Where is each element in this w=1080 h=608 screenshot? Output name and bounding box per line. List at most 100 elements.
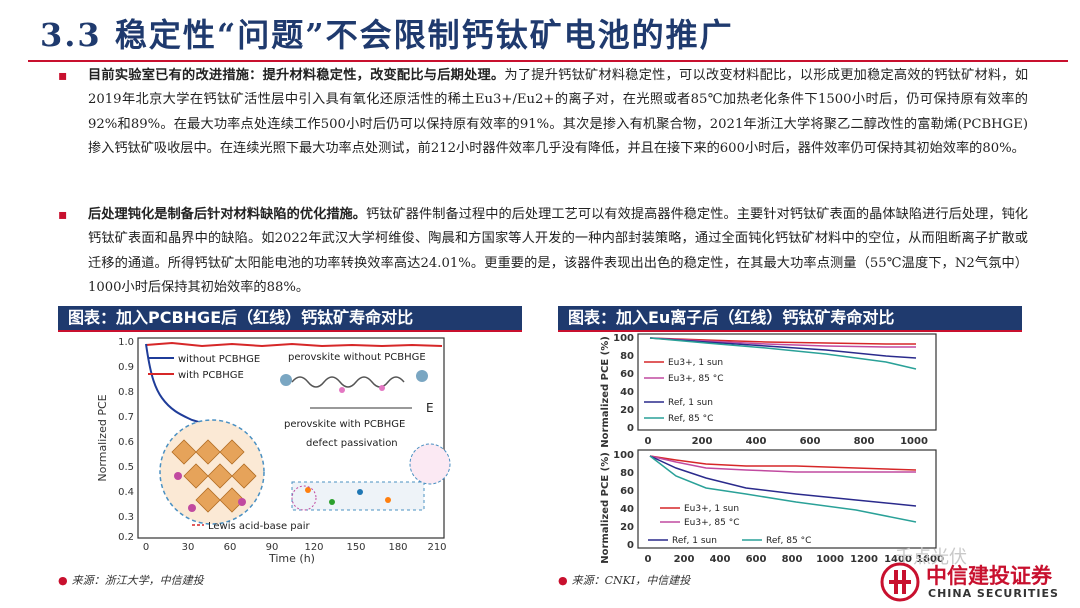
figure-right-source-text: 来源：CNKI，中信建投 bbox=[571, 574, 691, 587]
top-x-tick: 800 bbox=[854, 436, 875, 447]
crystal-lattice-illustration bbox=[159, 419, 265, 525]
top-series-ref-1sun bbox=[649, 337, 917, 359]
paragraph-2-body: 钙钛矿器件制备过程中的后处理工艺可以有效提高器件稳定性。主要针对钙钛矿表面的晶体… bbox=[88, 207, 1028, 296]
bottom-legend-item: Ref, 85 °C bbox=[766, 536, 811, 546]
y-tick: 0.7 bbox=[118, 412, 134, 423]
figure-left-source-text: 来源：浙江大学，中信建投 bbox=[71, 574, 204, 587]
bottom-x-tick: 800 bbox=[782, 554, 803, 565]
figure-right-caption: 图表：加入Eu离子后（红线）钙钛矿寿命对比 bbox=[558, 306, 1022, 330]
bottom-y-tick: 80 bbox=[620, 468, 634, 479]
annotation-lewis: Lewis acid-base pair bbox=[208, 521, 311, 532]
bottom-x-tick: 0 bbox=[645, 554, 652, 565]
top-legend-item: Eu3+, 1 sun bbox=[668, 358, 723, 368]
y-tick: 0.9 bbox=[118, 362, 134, 373]
top-y-tick: 100 bbox=[613, 333, 634, 344]
molecule-chain-illustration bbox=[280, 370, 428, 393]
paragraph-1: 目前实验室已有的改进措施：提升材料稳定性，改变配比与后期处理。为了提升钙钛矿材料… bbox=[88, 64, 1028, 162]
bottom-series-eu-85c bbox=[649, 455, 916, 473]
top-series-eu-1sun bbox=[649, 337, 916, 345]
paragraph-2: 后处理钝化是制备后针对材料缺陷的优化措施。钙钛矿器件制备过程中的后处理工艺可以有… bbox=[88, 203, 1028, 301]
x-tick: 30 bbox=[182, 542, 195, 553]
logo-cn: 中信建投证券 bbox=[926, 564, 1052, 588]
y-tick: 1.0 bbox=[118, 337, 134, 348]
x-tick: 210 bbox=[427, 542, 446, 553]
bottom-x-tick: 200 bbox=[674, 554, 695, 565]
annotation-defect-passivation: defect passivation bbox=[306, 438, 398, 449]
title-bar: 3.3 稳定性“问题”不会限制钙钛矿电池的推广 bbox=[0, 0, 1080, 62]
x-tick: 180 bbox=[388, 542, 407, 553]
figure-right-caption-rule bbox=[558, 330, 1022, 332]
paragraph-2-lead: 后处理钝化是制备后针对材料缺陷的优化措施。 bbox=[88, 207, 367, 222]
bottom-legend-item: Eu3+, 1 sun bbox=[684, 504, 739, 514]
bullet-icon: ● bbox=[58, 574, 68, 587]
top-y-tick: 40 bbox=[620, 387, 634, 398]
bullet-icon: ▪ bbox=[58, 68, 68, 84]
top-y-axis-label: Normalized PCE (%) bbox=[600, 336, 611, 448]
logo-icon bbox=[880, 562, 920, 602]
top-series-ref-85c bbox=[649, 337, 917, 370]
watermark: 千点光伏 bbox=[895, 547, 967, 568]
y-tick: 0.8 bbox=[118, 387, 134, 398]
top-x-tick: 400 bbox=[746, 436, 767, 447]
series-with-pcbhge bbox=[145, 341, 443, 348]
bullet-icon: ▪ bbox=[58, 207, 68, 223]
title-divider bbox=[28, 60, 1068, 62]
bullet-icon: ● bbox=[558, 574, 568, 587]
bottom-y-tick: 20 bbox=[620, 522, 634, 533]
company-logo: 中信建投证券 CHINA SECURITIES bbox=[880, 560, 1070, 604]
bottom-x-tick: 1600 bbox=[916, 554, 944, 565]
x-tick: 120 bbox=[304, 542, 323, 553]
top-y-tick: 0 bbox=[627, 423, 634, 434]
bottom-y-tick: 100 bbox=[613, 450, 634, 461]
paragraph-1-body: 为了提升钙钛矿材料稳定性，可以改变材料配比，以形成更加稳定高效的钙钛矿材料，如2… bbox=[88, 68, 1029, 157]
y-tick: 0.2 bbox=[118, 532, 134, 543]
y-tick: 0.6 bbox=[118, 437, 134, 448]
bottom-x-tick: 1000 bbox=[816, 554, 844, 565]
top-x-tick: 0 bbox=[645, 436, 652, 447]
paragraph-1-lead: 目前实验室已有的改进措施：提升材料稳定性，改变配比与后期处理。 bbox=[88, 68, 505, 83]
top-y-tick: 80 bbox=[620, 351, 634, 362]
top-x-tick: 600 bbox=[800, 436, 821, 447]
bottom-y-tick: 40 bbox=[620, 504, 634, 515]
y-tick: 0.3 bbox=[118, 512, 134, 523]
x-tick: 150 bbox=[346, 542, 365, 553]
bottom-legend-item: Ref, 1 sun bbox=[672, 536, 717, 546]
top-legend-item: Ref, 85 °C bbox=[668, 414, 713, 424]
figure-right-chart: 100 80 60 40 20 0 0 200 400 600 800 1000… bbox=[600, 333, 944, 565]
x-axis-label: Time (h) bbox=[268, 552, 315, 564]
bottom-series-ref-85c bbox=[649, 455, 917, 523]
bottom-series-eu-1sun bbox=[649, 455, 917, 471]
x-tick: 60 bbox=[224, 542, 237, 553]
figure-left-caption: 图表：加入PCBHGE后（红线）钙钛矿寿命对比 bbox=[58, 306, 522, 330]
y-tick: 0.5 bbox=[118, 462, 134, 473]
top-y-tick: 60 bbox=[620, 369, 634, 380]
top-x-tick: 200 bbox=[692, 436, 713, 447]
bottom-legend-item: Eu3+, 85 °C bbox=[684, 518, 739, 528]
x-tick: 0 bbox=[143, 542, 149, 553]
legend-with: with PCBHGE bbox=[178, 370, 244, 381]
bottom-y-tick: 0 bbox=[627, 540, 634, 551]
figure-left-caption-rule bbox=[58, 330, 522, 332]
series-without-pcbhge bbox=[145, 343, 213, 426]
y-tick: 0.4 bbox=[118, 487, 134, 498]
logo-en: CHINA SECURITIES bbox=[928, 587, 1059, 600]
top-x-tick: 1000 bbox=[900, 436, 928, 447]
top-legend-item: Eu3+, 85 °C bbox=[668, 374, 723, 384]
legend-without: without PCBHGE bbox=[178, 354, 260, 365]
bottom-y-axis-label: Normalized PCE (%) bbox=[600, 452, 611, 564]
annotation-e: E bbox=[426, 401, 434, 415]
bottom-x-tick: 1200 bbox=[850, 554, 878, 565]
top-series-eu-85c bbox=[649, 337, 916, 348]
page-title: 3.3 稳定性“问题”不会限制钙钛矿电池的推广 bbox=[40, 16, 734, 54]
top-legend-item: Ref, 1 sun bbox=[668, 398, 713, 408]
bottom-series-ref-1sun bbox=[649, 455, 917, 507]
bottom-y-tick: 60 bbox=[620, 486, 634, 497]
defect-passivation-illustration bbox=[291, 443, 451, 511]
bottom-x-tick: 400 bbox=[710, 554, 731, 565]
x-tick: 90 bbox=[266, 542, 279, 553]
top-y-tick: 20 bbox=[620, 405, 634, 416]
figure-right-source: ● 来源：CNKI，中信建投 bbox=[558, 572, 690, 588]
annotation-perovskite-with: perovskite with PCBHGE bbox=[284, 419, 405, 430]
bottom-x-tick: 1400 bbox=[884, 554, 912, 565]
annotation-perovskite-without: perovskite without PCBHGE bbox=[288, 352, 426, 363]
